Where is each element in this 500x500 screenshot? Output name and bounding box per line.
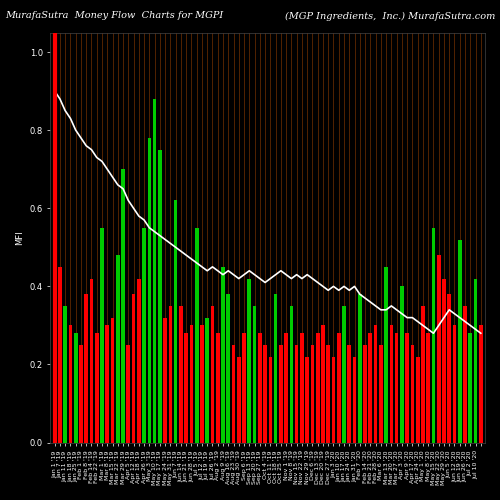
- Bar: [64, 306, 67, 442]
- Bar: [264, 345, 267, 442]
- Bar: [290, 306, 293, 442]
- Bar: [379, 345, 382, 442]
- Bar: [126, 345, 130, 442]
- Bar: [458, 240, 462, 442]
- Bar: [116, 255, 119, 442]
- Bar: [337, 333, 340, 442]
- Bar: [195, 228, 198, 442]
- Bar: [332, 356, 336, 442]
- Bar: [142, 228, 146, 442]
- Bar: [384, 267, 388, 442]
- Bar: [410, 345, 414, 442]
- Bar: [100, 228, 104, 442]
- Bar: [274, 294, 278, 442]
- Y-axis label: MFI: MFI: [15, 230, 24, 245]
- Bar: [184, 333, 188, 442]
- Bar: [53, 188, 56, 442]
- Bar: [374, 326, 378, 442]
- Bar: [310, 345, 314, 442]
- Bar: [395, 333, 398, 442]
- Bar: [164, 318, 167, 442]
- Bar: [68, 326, 72, 442]
- Bar: [137, 278, 140, 442]
- Bar: [106, 326, 109, 442]
- Bar: [232, 345, 235, 442]
- Bar: [95, 333, 98, 442]
- Bar: [90, 278, 94, 442]
- Bar: [252, 306, 256, 442]
- Bar: [352, 356, 356, 442]
- Text: MurafaSutra  Money Flow  Charts for MGPI: MurafaSutra Money Flow Charts for MGPI: [5, 12, 223, 20]
- Bar: [284, 333, 288, 442]
- Bar: [132, 294, 136, 442]
- Bar: [358, 294, 362, 442]
- Bar: [58, 267, 62, 442]
- Bar: [226, 294, 230, 442]
- Bar: [426, 333, 430, 442]
- Bar: [348, 345, 351, 442]
- Bar: [279, 345, 282, 442]
- Bar: [174, 200, 178, 442]
- Bar: [406, 333, 409, 442]
- Bar: [295, 345, 298, 442]
- Bar: [474, 278, 478, 442]
- Bar: [216, 333, 220, 442]
- Bar: [300, 333, 304, 442]
- Bar: [206, 318, 209, 442]
- Bar: [479, 326, 482, 442]
- Bar: [363, 345, 367, 442]
- Bar: [258, 333, 262, 442]
- Bar: [121, 169, 125, 442]
- Bar: [237, 356, 240, 442]
- Bar: [74, 333, 78, 442]
- Bar: [221, 267, 225, 442]
- Bar: [153, 99, 156, 442]
- Bar: [452, 326, 456, 442]
- Bar: [110, 318, 114, 442]
- Bar: [248, 278, 251, 442]
- Bar: [168, 306, 172, 442]
- Bar: [400, 286, 404, 442]
- Bar: [368, 333, 372, 442]
- Bar: [306, 356, 309, 442]
- Bar: [416, 356, 420, 442]
- Bar: [268, 356, 272, 442]
- Bar: [448, 294, 451, 442]
- Bar: [437, 255, 440, 442]
- Bar: [179, 306, 183, 442]
- Bar: [200, 326, 204, 442]
- Bar: [321, 326, 325, 442]
- Text: (MGP Ingredients,  Inc.) MurafaSutra.com: (MGP Ingredients, Inc.) MurafaSutra.com: [284, 12, 495, 20]
- Bar: [316, 333, 320, 442]
- Bar: [390, 326, 393, 442]
- Bar: [442, 278, 446, 442]
- Bar: [432, 228, 436, 442]
- Bar: [158, 150, 162, 443]
- Bar: [468, 333, 472, 442]
- Bar: [84, 294, 88, 442]
- Bar: [79, 345, 83, 442]
- Bar: [190, 326, 194, 442]
- Bar: [210, 306, 214, 442]
- Bar: [148, 138, 151, 442]
- Bar: [326, 345, 330, 442]
- Bar: [242, 333, 246, 442]
- Bar: [421, 306, 425, 442]
- Bar: [463, 306, 467, 442]
- Bar: [342, 306, 346, 442]
